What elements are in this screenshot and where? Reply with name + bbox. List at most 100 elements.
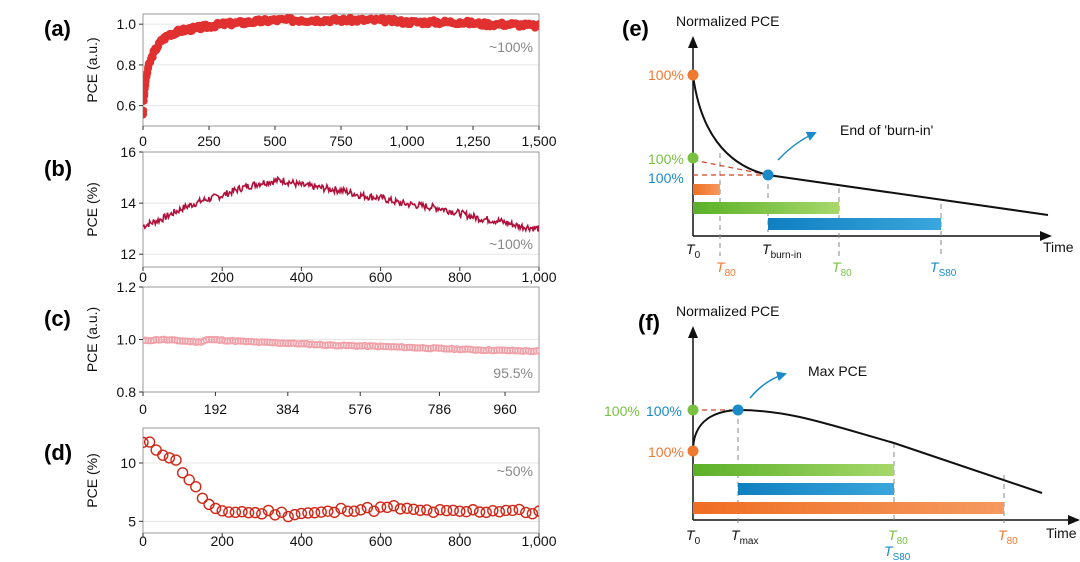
- x-tick-label: 0: [139, 133, 147, 149]
- data-point: [297, 339, 306, 348]
- data-point: [143, 336, 147, 345]
- y-tick-label: 0.6: [117, 98, 137, 114]
- data-point: [279, 339, 287, 347]
- data-point: [308, 506, 321, 519]
- panel-e-xlabel: Time: [1043, 239, 1074, 255]
- x-tick-label: 750: [329, 133, 353, 149]
- data-point: [249, 506, 261, 519]
- data-point: [535, 347, 539, 355]
- data-point: [157, 36, 166, 45]
- panel-e-bar-blue: [768, 218, 941, 230]
- y-tick-label: 5: [128, 513, 136, 529]
- data-point: [289, 508, 301, 521]
- y-tick-label: 0.8: [117, 57, 137, 73]
- data-series: [143, 335, 539, 356]
- panel-f-arrow-text: Max PCE: [808, 363, 867, 379]
- data-point: [508, 20, 517, 29]
- data-point: [328, 506, 341, 519]
- x-tick-label: 576: [349, 401, 373, 417]
- data-point: [157, 336, 166, 344]
- data-point: [302, 507, 314, 519]
- chart-panel-a: (a) 0.6 0.8 1.0 0 250 500 750 1,000 1,250 1,500 PCE…: [44, 13, 557, 149]
- data-point: [460, 505, 473, 518]
- panel-e-pct-orange: 100%: [648, 67, 684, 83]
- data-point: [473, 506, 486, 518]
- x-tick-label: 600: [369, 533, 393, 549]
- x-tick-label: 384: [276, 401, 300, 417]
- data-point: [335, 502, 347, 515]
- data-point: [458, 345, 467, 354]
- panel-f-tmax-label: Tmax: [731, 527, 758, 547]
- data-point: [144, 62, 153, 71]
- panel-f-xlabel: Time: [1046, 525, 1077, 541]
- data-point: [535, 22, 539, 31]
- data-point: [342, 341, 350, 350]
- y-axis-label: PCE (%): [84, 453, 100, 507]
- data-point: [150, 444, 162, 456]
- data-point: [229, 506, 242, 518]
- data-point: [421, 344, 430, 352]
- data-point: [361, 501, 374, 514]
- data-point: [440, 504, 453, 517]
- data-point: [487, 346, 496, 355]
- panel-f-dot-orange: [687, 445, 699, 457]
- data-series: [143, 436, 539, 523]
- data-point: [511, 347, 519, 355]
- y-tick-label: 12: [120, 246, 136, 262]
- data-point: [374, 501, 387, 513]
- data-point: [467, 504, 479, 516]
- data-point: [429, 18, 438, 27]
- data-point: [221, 337, 229, 345]
- data-point: [454, 505, 466, 517]
- panel-annotation: 95.5%: [493, 365, 533, 381]
- data-point: [256, 508, 268, 520]
- data-point: [273, 339, 282, 347]
- data-point: [513, 503, 525, 516]
- data-point: [183, 474, 195, 486]
- x-tick-label: 1,000: [521, 269, 556, 285]
- data-point: [196, 492, 209, 504]
- panel-f-ylabel: Normalized PCE: [676, 303, 779, 319]
- panel-f-dot-blue: [732, 404, 744, 416]
- y-tick-label: 16: [120, 144, 136, 160]
- panel-e-ylabel: Normalized PCE: [676, 13, 779, 29]
- data-point: [292, 339, 300, 348]
- panel-label: (c): [44, 306, 71, 331]
- data-point: [355, 342, 364, 350]
- x-tick-label: 800: [448, 269, 472, 285]
- data-point: [403, 343, 411, 352]
- data-point: [388, 499, 400, 512]
- data-point: [482, 20, 491, 29]
- panel-f-annotation-arrow: [749, 371, 787, 399]
- data-point: [191, 24, 200, 33]
- panel-e-dot-green: [687, 152, 699, 164]
- panel-f-bar-green: [693, 464, 894, 476]
- y-tick-label: 1.0: [117, 16, 137, 32]
- data-point: [469, 346, 477, 354]
- data-point: [332, 342, 340, 350]
- data-point: [315, 506, 327, 518]
- chart-panel-b: (b) 12 14 16 0 200 400 600 800 1,000 PCE (%) ~100%: [44, 144, 557, 285]
- data-point: [379, 342, 387, 351]
- data-point: [281, 339, 290, 348]
- panel-e-t0-label: T0: [686, 241, 701, 261]
- y-tick-label: 0.8: [117, 384, 137, 400]
- panel-label-e: (e): [622, 16, 649, 41]
- data-point: [282, 510, 294, 523]
- data-point: [322, 505, 334, 517]
- data-point: [258, 338, 266, 346]
- data-point: [532, 347, 539, 355]
- chart-panel-c: (c) 0.8 1.0 1.2 0 192 384 576 786 960 PCE (a.u.) 95…: [44, 279, 540, 417]
- data-point: [165, 30, 174, 39]
- panel-e-arrow-text: End of 'burn-in': [840, 122, 933, 138]
- data-point: [493, 346, 501, 354]
- data-point: [266, 338, 274, 347]
- data-point: [447, 504, 459, 517]
- panel-label: (d): [44, 440, 72, 465]
- data-series: [143, 14, 539, 119]
- panel-label: (a): [44, 16, 71, 41]
- data-point: [495, 346, 504, 354]
- plot-frame: [142, 151, 540, 268]
- schematic-panel-f: (f) Normalized PCE Time 100% 100% 100% M…: [604, 303, 1080, 562]
- data-point: [403, 18, 411, 27]
